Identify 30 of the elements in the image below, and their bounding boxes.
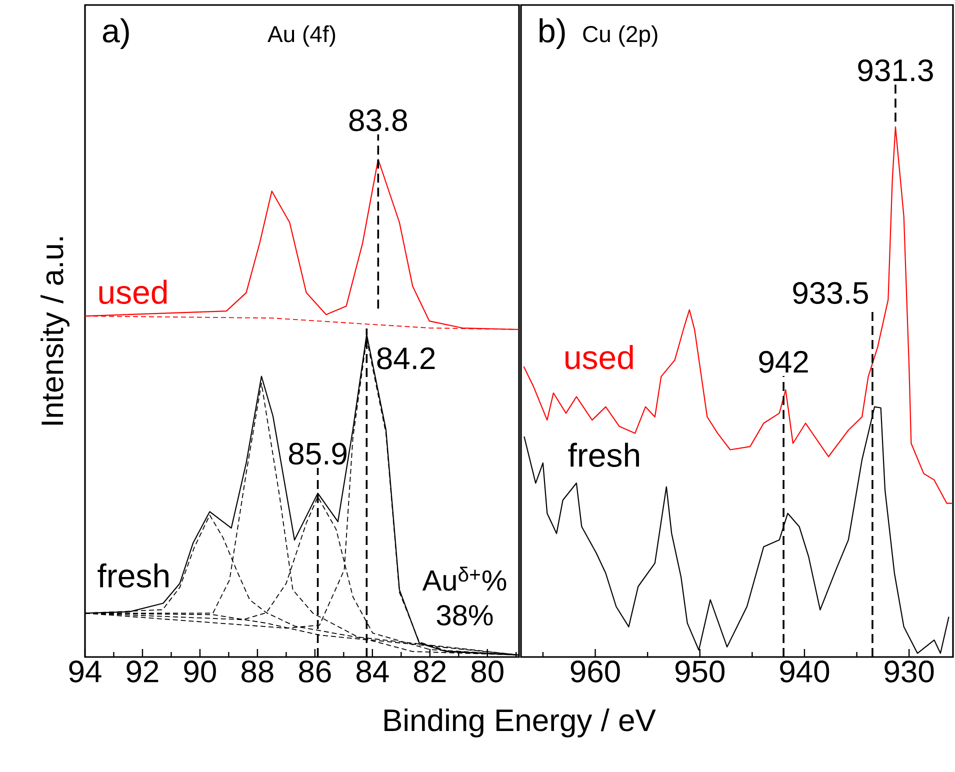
chart-title: Au (4f) xyxy=(268,25,336,47)
x-tick-label: 950 xyxy=(675,660,725,682)
ref-line-label: 83.8 xyxy=(349,109,407,132)
x-tick-label: 940 xyxy=(780,660,830,682)
chart-title: Cu (2p) xyxy=(583,25,658,47)
x-tick-label: 82 xyxy=(414,660,446,682)
ref-line-label: 931.3 xyxy=(858,59,933,82)
x-tick-label: 88 xyxy=(242,660,274,682)
ref-line-label: 84.2 xyxy=(377,347,435,370)
x-tick-label: 90 xyxy=(184,660,216,682)
y-axis-title: Intensity / a.u. xyxy=(40,237,70,425)
annotation: Au$^{δ+}$% xyxy=(422,566,506,591)
text: a) xyxy=(102,18,129,50)
x-tick-label: 86 xyxy=(299,660,331,682)
series-label: used xyxy=(99,280,167,304)
annotation: 38% xyxy=(436,605,493,626)
ref-line-label: 85.9 xyxy=(288,442,347,465)
x-tick-label: 930 xyxy=(884,660,934,682)
x-axis-title: Binding Energy / eV xyxy=(384,708,656,738)
series-label: fresh xyxy=(568,442,639,468)
x-tick-label: 80 xyxy=(471,660,504,682)
series-label: used xyxy=(566,344,633,370)
series-label: fresh xyxy=(98,563,168,588)
x-tick-label: 92 xyxy=(126,660,158,682)
ref-line-label: 933.5 xyxy=(793,282,868,304)
x-tick-label: 94 xyxy=(69,660,102,682)
text: b) xyxy=(540,18,565,50)
x-tick-label: 960 xyxy=(570,660,620,682)
ref-line-label: 942 xyxy=(759,350,808,373)
x-tick-label: 84 xyxy=(356,660,389,682)
